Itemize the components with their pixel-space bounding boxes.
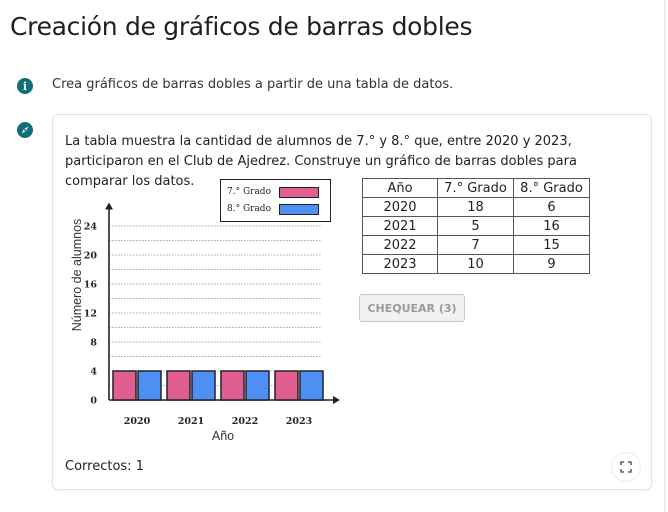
table-header-row: Año 7.° Grado 8.° Grado: [362, 178, 590, 198]
legend-entry-grade8: 8.° Grado: [227, 202, 319, 216]
table-cell: 16: [513, 216, 590, 236]
bar-grade7: [274, 370, 299, 401]
bar-grade7: [166, 370, 191, 401]
scrollbar-track: [664, 0, 666, 512]
table-cell: 2020: [362, 197, 438, 217]
legend-entry-grade7: 7.° Grado: [227, 185, 319, 199]
table-cell: 10: [437, 254, 514, 274]
table-header-cell: Año: [362, 178, 438, 198]
y-axis-title: Número de alumnos: [70, 219, 84, 332]
compass-icon: [17, 122, 33, 142]
y-tick-label: 0: [90, 396, 97, 407]
table-row: 2023 10 9: [362, 254, 590, 274]
expand-icon: [620, 461, 632, 473]
data-table: Año 7.° Grado 8.° Grado 2020 18 6 2021 5…: [362, 178, 590, 274]
x-axis-title: Año: [212, 429, 234, 443]
x-tick-label: 2021: [178, 416, 204, 427]
y-tick-label: 16: [84, 280, 98, 291]
table-cell: 15: [513, 235, 590, 255]
legend-label-grade8: 8.° Grado: [227, 204, 271, 214]
y-tick-label: 24: [84, 222, 98, 233]
table-header-cell: 7.° Grado: [437, 178, 514, 198]
legend-label-grade7: 7.° Grado: [227, 187, 271, 197]
bar-grade8: [137, 370, 162, 401]
x-tick-label: 2022: [232, 416, 258, 427]
table-cell: 2021: [362, 216, 438, 236]
x-axis-arrow: [333, 396, 340, 404]
info-icon: i: [17, 78, 33, 94]
double-bar-chart: 0 4 8 12 16 20 24 2020 2021 2022 2023 Año Número de …: [70, 202, 340, 443]
legend-swatch-grade8: [279, 203, 319, 215]
y-axis-arrow: [105, 202, 113, 210]
table-row: 2021 5 16: [362, 216, 590, 236]
y-tick-label: 12: [84, 309, 97, 320]
table-cell: 2022: [362, 235, 438, 255]
status-text: Correctos: 1: [65, 459, 144, 474]
table-cell: 7: [437, 235, 514, 255]
table-cell: 9: [513, 254, 590, 274]
legend-swatch-grade7: [279, 186, 319, 198]
chart-legend: 7.° Grado 8.° Grado: [220, 179, 331, 222]
problem-prompt: La tabla muestra la cantidad de alumnos …: [65, 134, 577, 189]
bar-grade8: [299, 370, 324, 401]
table-header-cell: 8.° Grado: [513, 178, 590, 198]
bar-grade8: [191, 370, 216, 401]
table-cell: 6: [513, 197, 590, 217]
page-title: Creación de gráficos de barras dobles: [10, 12, 473, 41]
info-text: Crea gráficos de barras dobles a partir …: [52, 77, 454, 92]
bar-grade7: [220, 370, 245, 401]
expand-button[interactable]: [611, 452, 641, 482]
y-tick-label: 20: [84, 251, 98, 262]
table-cell: 2023: [362, 254, 438, 274]
y-tick-label: 8: [90, 338, 97, 349]
table-row: 2020 18 6: [362, 197, 590, 217]
table-cell: 18: [437, 197, 514, 217]
table-cell: 5: [437, 216, 514, 236]
x-tick-label: 2023: [286, 416, 312, 427]
bar-grade7: [112, 370, 137, 401]
x-tick-label: 2020: [124, 416, 151, 427]
y-tick-label: 4: [90, 367, 97, 378]
check-button[interactable]: CHEQUEAR (3): [359, 294, 465, 322]
table-row: 2022 7 15: [362, 235, 590, 255]
bar-grade8: [245, 370, 270, 401]
info-row: i Crea gráficos de barras dobles a parti…: [17, 76, 453, 96]
exercise-card: La tabla muestra la cantidad de alumnos …: [52, 114, 652, 490]
